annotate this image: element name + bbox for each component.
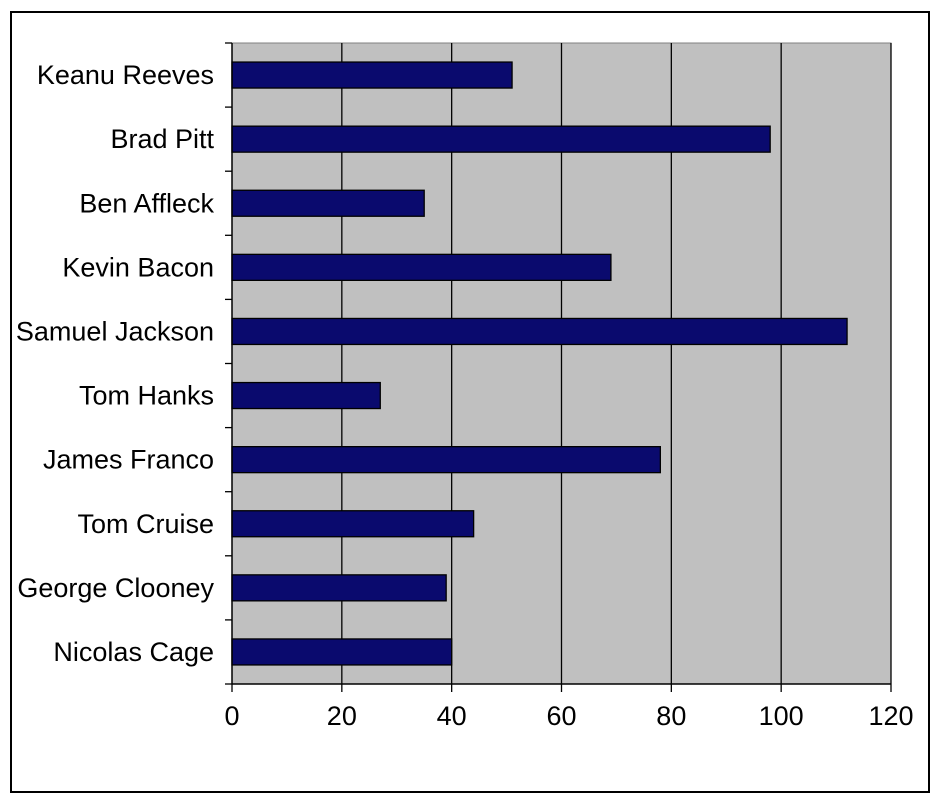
bars: [231, 61, 848, 666]
category-label: Tom Hanks: [79, 381, 214, 411]
x-tick-label: 0: [224, 701, 239, 731]
category-label: Tom Cruise: [77, 509, 214, 539]
bar: [231, 381, 381, 410]
bar: [231, 253, 612, 282]
x-tick-labels: 0 20 40 60 80 100 120: [224, 701, 913, 731]
x-tick-label: 60: [546, 701, 576, 731]
axes: [225, 42, 892, 692]
category-label: James Franco: [43, 445, 214, 475]
x-tick-label: 120: [868, 701, 913, 731]
x-tick-label: 100: [759, 701, 804, 731]
bar: [231, 574, 447, 602]
category-labels: Keanu Reeves Brad Pitt Ben Affleck Kevin Ba…: [16, 60, 215, 667]
bar: [231, 189, 425, 217]
bar: [231, 125, 771, 153]
category-label: Brad Pitt: [110, 124, 214, 154]
bar: [231, 510, 475, 538]
category-label: Ben Affleck: [79, 188, 214, 218]
x-tick-label: 20: [327, 701, 357, 731]
bar: [231, 445, 662, 474]
category-label: George Clooney: [17, 573, 214, 603]
category-label: Nicolas Cage: [53, 637, 214, 667]
bar: [231, 61, 513, 89]
bar: [231, 317, 848, 346]
category-label: Kevin Bacon: [62, 252, 214, 282]
category-label: Samuel Jackson: [16, 316, 214, 346]
category-label: Keanu Reeves: [37, 60, 214, 90]
x-tick-label: 80: [656, 701, 686, 731]
x-tick-label: 40: [437, 701, 467, 731]
bar: [231, 638, 453, 666]
